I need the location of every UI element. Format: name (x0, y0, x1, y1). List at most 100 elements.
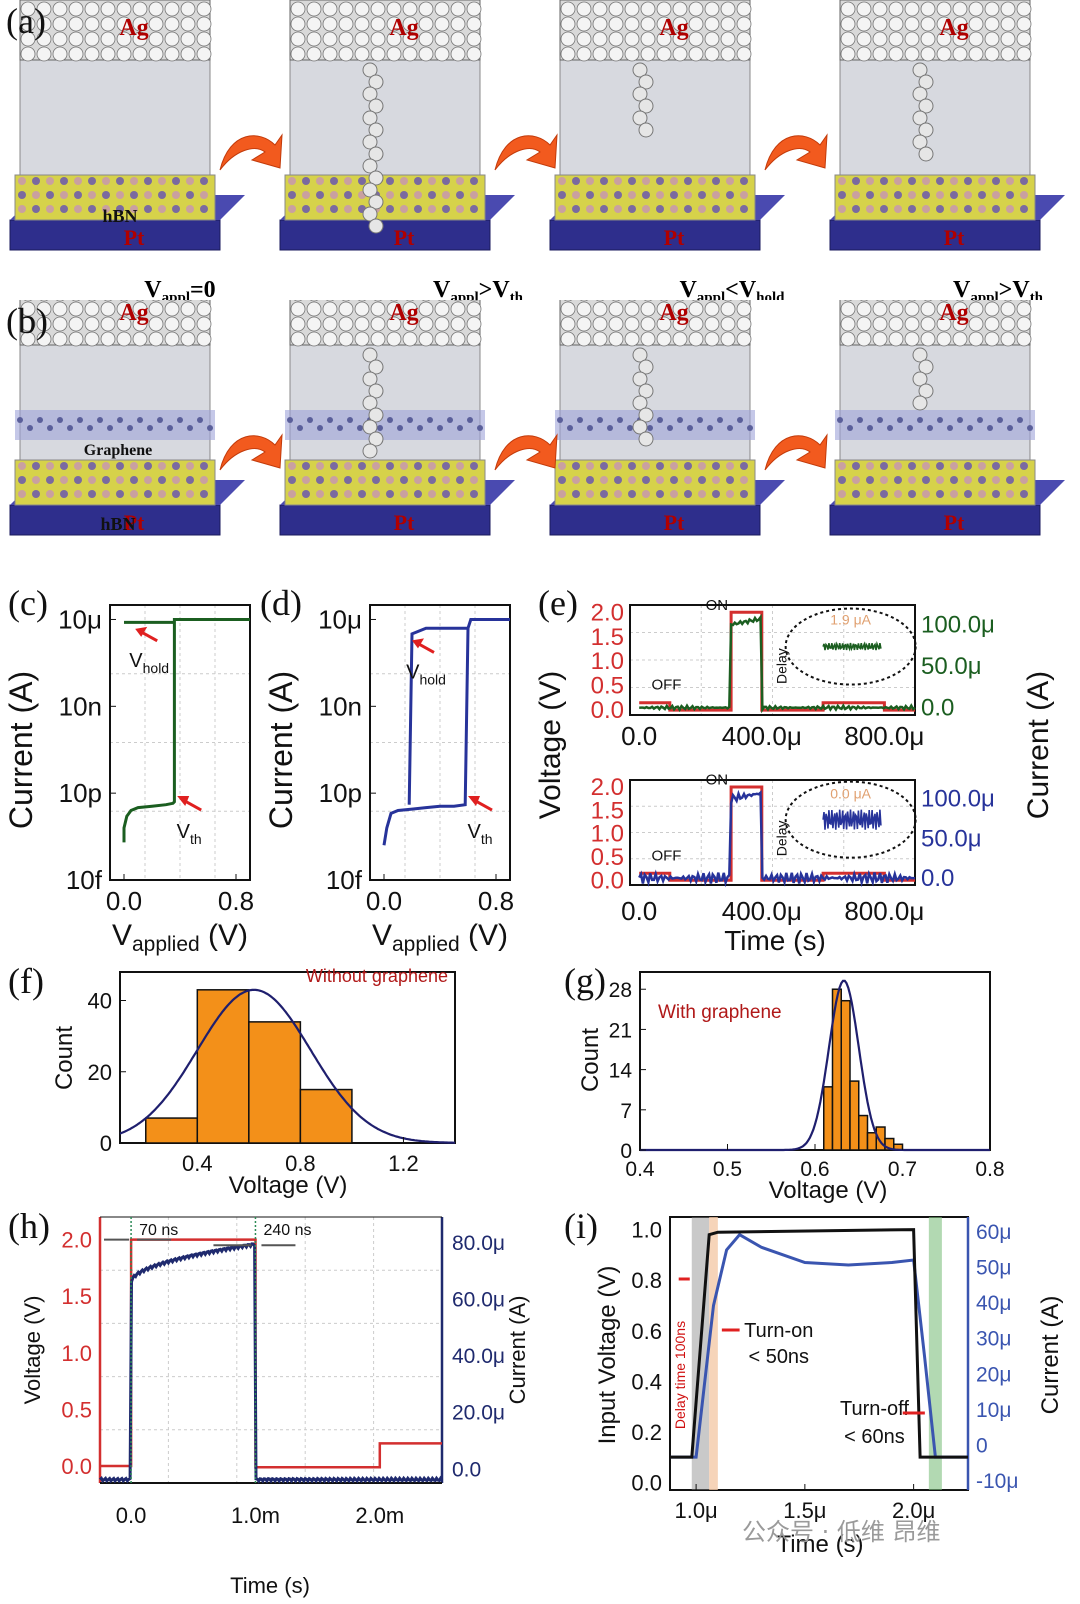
ag-atom (322, 316, 338, 332)
hbn-atom (18, 462, 26, 470)
ag-atom (306, 16, 322, 32)
filament-atom (368, 359, 384, 375)
panel-label-a: (a) (6, 1, 46, 41)
ag-atom (968, 301, 984, 317)
gaussian-fit (640, 979, 990, 1152)
hbn-atom (740, 177, 748, 185)
hbn-layer (284, 174, 486, 221)
ag-atom (920, 301, 936, 317)
iv-series-0 (382, 618, 510, 846)
ag-atom (984, 16, 1000, 32)
graphene-atom (187, 425, 193, 431)
panel-g: (g) 0.4 0.5 0.6 0.7 0.8 0 7 14 21 28 Voltage (V) Co… (540, 960, 1080, 1205)
graphene-atom (397, 425, 403, 431)
hbn-atom (922, 490, 930, 498)
y-left-tick-label: 2.0 (61, 1228, 92, 1253)
ag-atom (306, 31, 322, 47)
ag-atom (576, 316, 592, 332)
hbn-atom (288, 490, 296, 498)
pt-label: Pt (394, 225, 415, 250)
ag-atom (434, 31, 450, 47)
ag-atom (148, 301, 164, 317)
cond-v: V (953, 277, 971, 300)
ag-atom (354, 1, 370, 17)
hbn-atom (200, 476, 208, 484)
hbn-atom (936, 490, 944, 498)
graphene-atom (407, 417, 413, 423)
hbn-atom (32, 490, 40, 498)
inset-signal (822, 809, 882, 830)
y-left-tick-label: 0.8 (631, 1268, 662, 1293)
hbn-atom (428, 490, 436, 498)
hbn-atom (614, 476, 622, 484)
hbn-atom (642, 177, 650, 185)
ag-atom (672, 31, 688, 47)
histogram-bar-1 (196, 989, 250, 1144)
hbn-atom (670, 191, 678, 199)
ag-atom (736, 316, 752, 332)
hbn-atom (18, 177, 26, 185)
hbn-atom (964, 191, 972, 199)
filament-atom (362, 395, 378, 411)
ag-atom (936, 331, 952, 347)
ag-atom (672, 46, 688, 62)
condition-label: Vappl=0 (144, 277, 215, 300)
ag-atom (180, 31, 196, 47)
plot-frame (109, 604, 251, 881)
hbn-atom (852, 191, 860, 199)
hbn-atom (586, 191, 594, 199)
ag-atom (466, 331, 482, 347)
ag-atom (196, 331, 212, 347)
ag-atom (450, 301, 466, 317)
ag-atom (418, 46, 434, 62)
x-axis-label-unit: (V) (200, 919, 248, 952)
ag-atom (920, 16, 936, 32)
graphene-atom (467, 417, 473, 423)
hbn-atom (316, 490, 324, 498)
ag-atom (418, 331, 434, 347)
panel-label-d: (d) (260, 583, 302, 623)
filament-atom (918, 359, 934, 375)
hbn-atom (642, 205, 650, 213)
graphene-atom (127, 425, 133, 431)
filament-atom (362, 347, 378, 363)
x-axis-label: Time (s) (776, 1531, 863, 1558)
graphene-atom (457, 425, 463, 431)
hbn-atom (838, 191, 846, 199)
ag-atom (68, 331, 84, 347)
ag-atom (290, 1, 306, 17)
y-right-tick-label: 60.0μ (452, 1288, 505, 1311)
x-tick-label: 0.6 (800, 1158, 829, 1181)
hbn-atom (74, 462, 82, 470)
ag-atom (888, 316, 904, 332)
ag-atom (888, 331, 904, 347)
pt-layer (829, 504, 1041, 536)
hbn-atom (442, 490, 450, 498)
hbn-atom (614, 490, 622, 498)
ag-atom (624, 301, 640, 317)
cond-sub: appl (970, 290, 998, 300)
hbn-atom (18, 490, 26, 498)
x-tick-label: 1.0m (231, 1503, 280, 1528)
hbn-atom (428, 205, 436, 213)
hbn-atom (922, 462, 930, 470)
ag-atom (290, 46, 306, 62)
hbn-atom (316, 191, 324, 199)
ag-atom (418, 16, 434, 32)
hbn-atom (456, 476, 464, 484)
hbn-atom (656, 191, 664, 199)
y-tick-label: 0 (100, 1131, 112, 1156)
hbn-atom (614, 177, 622, 185)
hbn-atom (866, 177, 874, 185)
y-left-tick-label: 2.0 (591, 599, 624, 626)
graphene-atom (47, 425, 53, 431)
ag-atom (952, 316, 968, 332)
ag-atom (36, 46, 52, 62)
hbn-atom (358, 490, 366, 498)
plot-frame (369, 604, 511, 881)
hbn-atom (372, 490, 380, 498)
y-left-tick-label: 0.0 (61, 1454, 92, 1479)
filament-atom (368, 74, 384, 90)
filament-atom (362, 158, 378, 174)
cond-sub: appl (697, 290, 725, 300)
